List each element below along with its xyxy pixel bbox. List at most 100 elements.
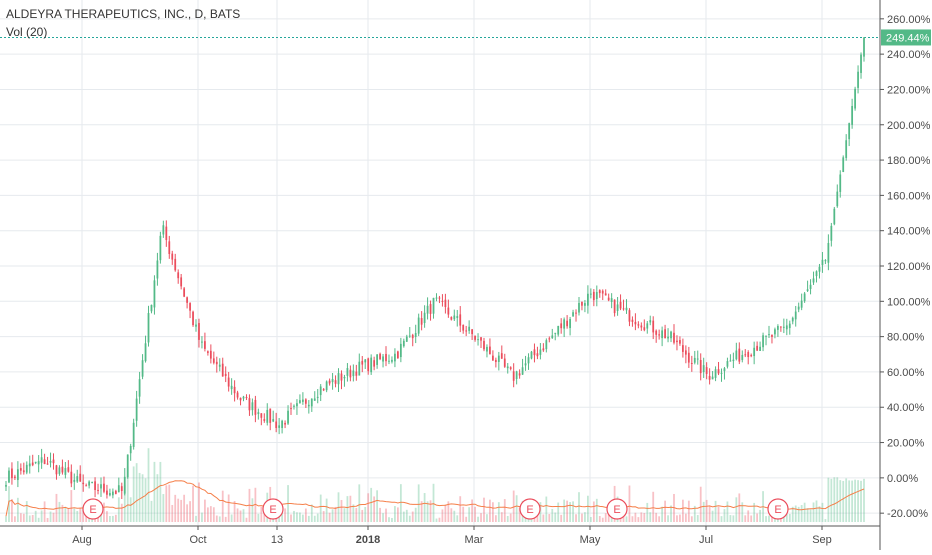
candle-body	[114, 490, 117, 494]
volume-bar	[319, 494, 322, 522]
volume-bar	[563, 499, 566, 522]
volume-bar	[705, 499, 708, 522]
volume-bar	[450, 508, 453, 522]
candle-body	[165, 226, 168, 241]
candle-body	[358, 361, 361, 376]
candle-body	[296, 403, 298, 407]
volume-bar	[408, 515, 411, 522]
volume-bar	[554, 512, 557, 522]
volume-bar	[325, 498, 328, 522]
earnings-marker[interactable]: E	[262, 498, 284, 520]
candle-body	[144, 343, 147, 362]
volume-bar	[91, 518, 93, 522]
candle-body	[833, 208, 836, 225]
candle-body	[774, 329, 776, 335]
candle-body	[183, 288, 186, 297]
volume-bar	[518, 507, 521, 522]
volume-bar	[364, 506, 367, 522]
candle-body	[275, 421, 278, 428]
candle-body	[524, 363, 527, 366]
candle-body	[239, 397, 242, 401]
volume-bar	[631, 516, 634, 522]
candle-body	[355, 371, 358, 376]
volume-indicator-label[interactable]: Vol (20)	[6, 25, 48, 39]
candle-body	[304, 399, 307, 404]
candle-body	[521, 367, 524, 375]
volume-bar	[346, 496, 349, 522]
volume-bar	[595, 498, 598, 522]
candle-body	[254, 399, 257, 415]
volume-bar	[863, 478, 865, 522]
volume-bar	[702, 501, 705, 522]
candle-body	[233, 386, 236, 394]
candle-body	[212, 358, 215, 363]
candle-body	[696, 358, 699, 360]
volume-bar	[494, 515, 497, 522]
candle-body	[269, 408, 272, 423]
volume-bar	[198, 482, 200, 522]
candle-body	[435, 297, 438, 299]
volume-bar	[765, 516, 767, 522]
candle-body	[441, 300, 444, 302]
volume-bar	[720, 516, 723, 522]
volume-bar	[818, 506, 821, 522]
candle-body	[85, 485, 88, 487]
candle-body	[82, 482, 85, 485]
volume-bar	[628, 485, 631, 522]
earnings-marker-circle	[82, 498, 104, 520]
candle-body	[827, 243, 830, 263]
volume-bar	[192, 485, 194, 522]
earnings-marker[interactable]: E	[82, 498, 104, 520]
volume-bar	[687, 500, 690, 522]
volume-bar	[180, 499, 183, 522]
earnings-marker[interactable]: E	[606, 498, 628, 520]
volume-bar	[111, 515, 114, 522]
candle-body	[557, 325, 560, 335]
candle-body	[631, 319, 634, 322]
earnings-marker[interactable]: E	[519, 498, 541, 520]
volume-bar	[759, 509, 761, 522]
volume-bar	[206, 507, 209, 522]
earnings-marker-label: E	[526, 504, 533, 516]
candle-body	[830, 225, 833, 241]
y-axis[interactable]: 260.00% 240.00% 220.00% 200.00% 180.00% 160.0…	[879, 0, 931, 550]
candle-body	[290, 408, 292, 410]
volume-bar	[548, 514, 551, 522]
volume-bar	[162, 494, 165, 522]
volume-bar	[453, 510, 456, 522]
volume-bar	[803, 502, 806, 522]
volume-bar	[304, 508, 307, 522]
volume-bar	[584, 512, 586, 522]
x-tick-label: Aug	[72, 534, 92, 546]
volume-bar	[634, 512, 637, 522]
volume-bar	[785, 514, 788, 522]
last-value-label: 249.44%	[886, 32, 930, 44]
volume-bar	[61, 504, 64, 522]
volume-bar	[34, 510, 37, 522]
earnings-marker[interactable]: E	[767, 498, 789, 520]
volume-bar	[791, 506, 794, 522]
candle-body	[123, 476, 126, 494]
candle-body	[839, 174, 842, 192]
candle-body	[132, 422, 135, 447]
candle-body	[322, 389, 325, 391]
candle-body	[575, 312, 577, 314]
candle-body	[417, 317, 420, 334]
volume-bar	[578, 492, 580, 522]
candle-body	[779, 326, 782, 328]
candle-body	[610, 298, 613, 303]
volume-bar	[664, 500, 666, 522]
y-tick-label: 0.00%	[887, 473, 918, 485]
candle-body	[129, 445, 132, 454]
candle-body	[28, 463, 31, 467]
candle-body	[542, 348, 545, 351]
candle-body	[530, 351, 533, 359]
x-axis[interactable]: Aug Oct 13 2018 Mar May Jul Sep	[0, 525, 880, 546]
candle-body	[572, 312, 574, 317]
symbol-title[interactable]: ALDEYRA THERAPEUTICS, INC., D, BATS	[6, 7, 241, 21]
candle-body	[40, 457, 43, 463]
candle-body	[518, 373, 521, 376]
volume-bar	[503, 499, 506, 522]
volume-bar	[405, 509, 408, 522]
volume-bar	[711, 510, 714, 522]
